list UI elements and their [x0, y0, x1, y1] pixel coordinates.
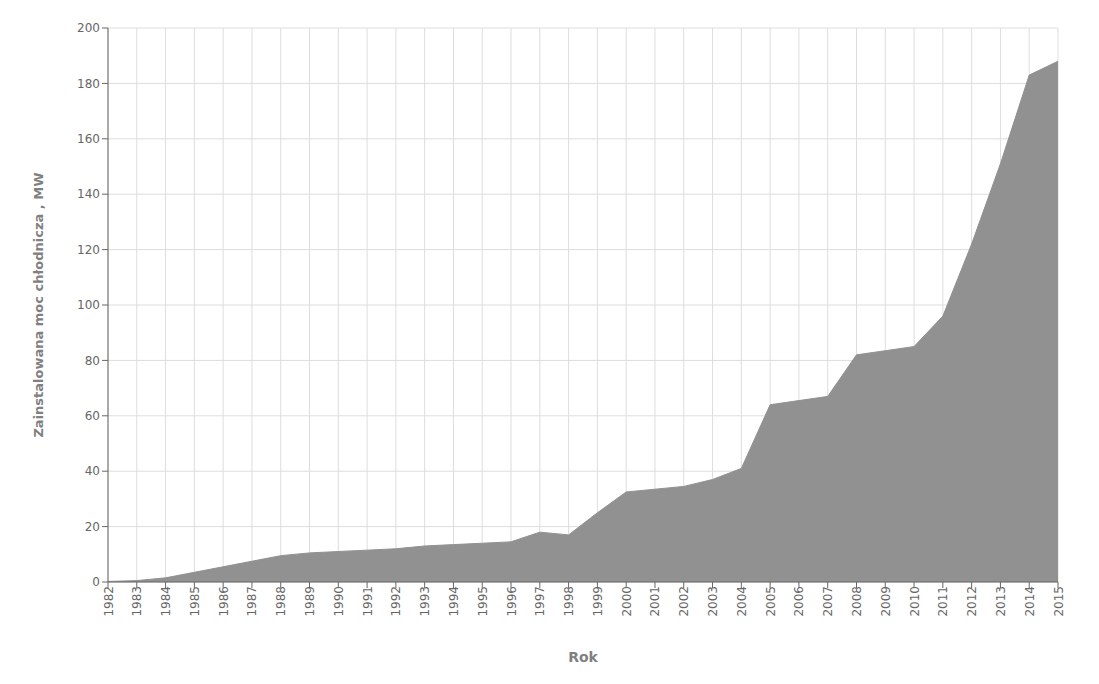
svg-text:0: 0 [92, 575, 100, 589]
svg-text:Zainstalowana moc chłodnicza ,: Zainstalowana moc chłodnicza , MW [31, 172, 46, 437]
svg-text:2000: 2000 [620, 586, 634, 617]
svg-text:1984: 1984 [159, 586, 173, 617]
svg-text:2014: 2014 [1023, 586, 1037, 617]
svg-text:1988: 1988 [274, 586, 288, 617]
svg-text:1989: 1989 [303, 586, 317, 617]
svg-text:Rok: Rok [568, 649, 598, 665]
svg-text:2005: 2005 [764, 586, 778, 617]
svg-text:1986: 1986 [217, 586, 231, 617]
svg-text:1982: 1982 [102, 586, 116, 617]
svg-text:1985: 1985 [188, 586, 202, 617]
svg-text:2007: 2007 [821, 586, 835, 617]
svg-text:140: 140 [77, 187, 100, 201]
svg-text:1997: 1997 [533, 586, 547, 617]
svg-text:1998: 1998 [562, 586, 576, 617]
svg-text:2002: 2002 [677, 586, 691, 617]
svg-text:1983: 1983 [130, 586, 144, 617]
svg-text:2015: 2015 [1052, 586, 1066, 617]
svg-text:1995: 1995 [476, 586, 490, 617]
svg-text:200: 200 [77, 21, 100, 35]
svg-text:80: 80 [85, 354, 100, 368]
svg-text:2004: 2004 [735, 586, 749, 617]
svg-text:60: 60 [85, 409, 100, 423]
svg-text:2010: 2010 [908, 586, 922, 617]
svg-text:100: 100 [77, 298, 100, 312]
svg-text:20: 20 [85, 520, 100, 534]
svg-text:2008: 2008 [850, 586, 864, 617]
svg-text:1994: 1994 [447, 586, 461, 617]
svg-text:2006: 2006 [792, 586, 806, 617]
svg-text:1993: 1993 [418, 586, 432, 617]
svg-text:2012: 2012 [965, 586, 979, 617]
svg-text:2003: 2003 [706, 586, 720, 617]
svg-text:160: 160 [77, 132, 100, 146]
svg-text:1991: 1991 [361, 586, 375, 617]
svg-text:1987: 1987 [245, 586, 259, 617]
svg-text:1992: 1992 [389, 586, 403, 617]
svg-text:1996: 1996 [505, 586, 519, 617]
svg-text:1999: 1999 [591, 586, 605, 617]
svg-text:180: 180 [77, 77, 100, 91]
svg-text:2011: 2011 [936, 586, 950, 617]
svg-text:120: 120 [77, 243, 100, 257]
svg-text:2001: 2001 [648, 586, 662, 617]
svg-text:2009: 2009 [879, 586, 893, 617]
svg-text:2013: 2013 [994, 586, 1008, 617]
svg-text:1990: 1990 [332, 586, 346, 617]
svg-text:40: 40 [85, 464, 100, 478]
